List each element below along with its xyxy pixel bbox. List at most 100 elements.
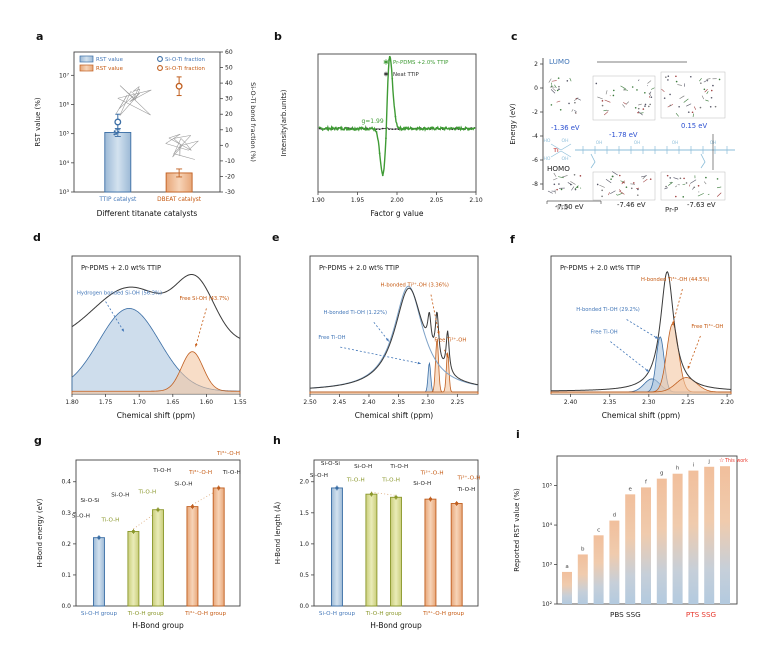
bar-g (656, 478, 667, 604)
svg-text:OH: OH (562, 138, 569, 144)
lumo-value: 0.15 eV (681, 122, 707, 130)
y-right-tick: 0 (225, 142, 229, 149)
bond-pair-annotation: Ti³⁺-O-H (216, 450, 240, 457)
bar-letter: c (597, 527, 600, 533)
y-axis-title-right: Si-O-Ti bond fraction (%) (249, 82, 257, 162)
y-tick: 0.0 (299, 603, 309, 610)
bond-pair-annotation: Si-O-H (111, 493, 129, 499)
g-value-annotation: g=1.99 (361, 118, 383, 125)
spectrum-envelope-line (309, 287, 479, 389)
bar-e (625, 494, 636, 604)
bar-Ti³⁺-O-H group-1 (450, 503, 463, 607)
x-tick: 1.90 (311, 197, 325, 204)
x-tick: 2.25 (451, 399, 465, 406)
bond-pair-annotation: Si-O-H (310, 473, 328, 479)
bar-letter: d (613, 513, 617, 519)
x-category: TTIP (555, 204, 570, 212)
panel-b-chart: Pr-PDMS +2.0% TTIP Neat TTIP g=1.99 1.90 1.9… (280, 53, 483, 218)
y-axis-title: Reported RST value (%) (513, 488, 521, 572)
bar-d (609, 520, 620, 604)
bar-letter: b (581, 546, 585, 552)
lumo-value: -1.78 eV (609, 131, 638, 139)
homo-value: -7.46 eV (617, 201, 646, 209)
bar-letter: e (629, 486, 633, 492)
bar-This work (720, 466, 730, 604)
legend-swatch (79, 55, 94, 63)
bar-Ti-O-H group-1 (390, 496, 402, 607)
bar-Ti-O-H group-1 (152, 509, 164, 607)
bond-pair-annotation: Ti-O-H (152, 468, 171, 474)
bar-letter: f (645, 479, 648, 485)
group-label: Si-O-H group (81, 611, 118, 617)
bar-h (672, 473, 683, 604)
peak-label: H-bonded Ti³⁺-OH (44.5%) (641, 277, 709, 283)
bar-Si-O-H group-0 (331, 487, 343, 607)
panel-a-chart: 10⁷ 10⁶ 10⁵ 10⁴ 10³ 60 50 40 30 20 10 0 -10 -20 -30 RST… (34, 49, 257, 218)
y-right-tick: 20 (225, 111, 233, 118)
peak-label: Free Ti-OH (318, 335, 345, 341)
bond-pair-annotation: Si-O-H (72, 513, 90, 519)
legend-label: RST value (96, 66, 124, 72)
group-label: Ti-O-H group (127, 611, 164, 617)
bar-Ti-O-H group-0 (127, 530, 140, 607)
bar-j (704, 466, 715, 604)
panel-title: Pr-PDMS + 2.0 wt% TTIP (81, 264, 161, 272)
x-axis-title: H-Bond group (370, 621, 422, 630)
y-axis-title: Energy (eV) (509, 103, 517, 145)
group-label: Ti³⁺-O-H group (184, 610, 226, 617)
panel-g-chart: 0.0 0.1 0.2 0.3 0.4 Si-O-H group Ti-O-H group T… (36, 450, 241, 630)
bar-a (562, 571, 572, 604)
peak-Free Ti-OH (309, 361, 479, 394)
bar-f (641, 487, 651, 604)
group-label: Si-O-H group (319, 611, 356, 617)
lumo-value: -1.36 eV (551, 124, 580, 132)
panel-d-chart: Pr-PDMS + 2.0 wt% TTIP Hydrogen bonded Si… (65, 255, 247, 420)
y-tick: 1.0 (299, 541, 309, 548)
legend-label: RST value (96, 57, 124, 63)
bond-pair-annotation: Ti-O-H (381, 478, 400, 484)
y-axis-title-left: RST value (%) (34, 97, 42, 147)
peak-label: Free Ti³⁺-OH (434, 338, 466, 344)
plot-frame (73, 51, 221, 193)
y-tick: 0.4 (61, 479, 71, 486)
y-tick: 1.5 (299, 510, 309, 517)
y-tick: 0.2 (61, 541, 71, 548)
bond-pair-annotation: Ti-O-H (101, 518, 120, 524)
bar-letter: g (660, 471, 664, 477)
ti-atom-label: Ti (553, 148, 558, 154)
y-tick: 10⁴ (542, 522, 553, 529)
y-axis-title: H-Bond length (Å) (273, 501, 282, 564)
bar-TTIP catalyst (104, 132, 132, 193)
svg-text:HO: HO (544, 156, 551, 162)
bond-pair-annotation: Ti-O-H (457, 487, 476, 493)
bond-pair-annotation: Si-O-Si (80, 498, 99, 504)
y-tick: 0.3 (61, 510, 71, 517)
x-tick: 1.60 (200, 399, 214, 406)
panel-i-chart: 10² 10³ 10⁴ 10⁵ a b c d e f g h i j ☆ This work PBS SSG P… (513, 455, 748, 619)
x-tick: 2.35 (392, 399, 406, 406)
panel-e-letter: e (272, 231, 280, 244)
spectrum-envelope-line (71, 273, 241, 339)
x-axis-title: Chemical shift (ppm) (602, 411, 681, 420)
bond-pair-annotation: Ti-O-H (389, 464, 408, 470)
bond-pair-annotation: Si-O-H (413, 481, 431, 487)
y-left-tick: 10⁵ (59, 131, 70, 138)
x-tick: 2.10 (469, 197, 483, 204)
bond-pair-annotation: Ti³⁺-O-H (188, 469, 212, 476)
x-tick: 1.55 (233, 399, 247, 406)
panel-title: Pr-PDMS + 2.0 wt% TTIP (319, 264, 399, 272)
bond-pair-annotation: Ti-O-H (137, 490, 156, 496)
panel-d-letter: d (33, 231, 41, 244)
x-group-label: PBS SSG (610, 610, 641, 619)
peak-H-bonded Ti³⁺-OH (550, 323, 732, 394)
y-axis-title: Intensity(arb.units) (280, 89, 288, 156)
bond-pair-annotation: Ti³⁺-O-H (420, 469, 444, 476)
bond-pair-annotation: Si-O-Si (321, 461, 340, 467)
x-axis-title: H-Bond group (132, 621, 184, 630)
group-label: Ti-O-H group (365, 611, 402, 617)
peak-label: Free Si-OH (43.7%) (180, 296, 230, 302)
y-tick: -6 (532, 157, 538, 164)
bar-Ti-O-H group-0 (365, 493, 378, 607)
legend-swatch (79, 64, 94, 72)
panel-i-letter: i (516, 428, 520, 441)
